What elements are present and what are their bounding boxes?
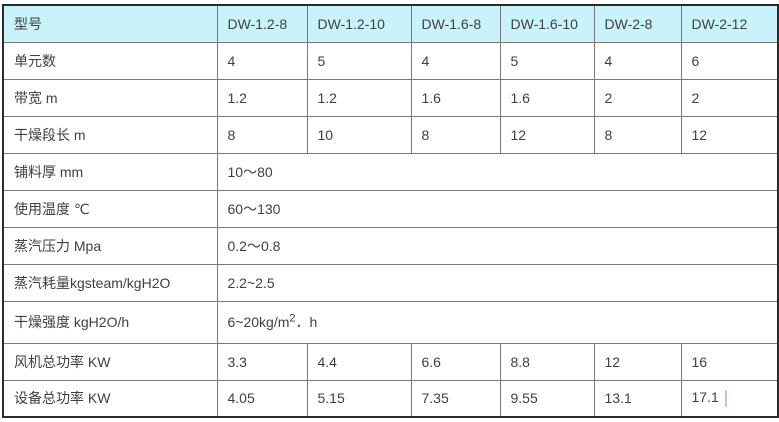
row-label: 铺料厚 mm (2, 152, 218, 191)
merged-value-cell: 10～80 (216, 152, 779, 191)
header-cell-model: DW-1.2-8 (216, 4, 308, 43)
superscript: 2 (289, 312, 296, 325)
row-label: 干燥段长 m (2, 115, 218, 154)
value-cell: 4.05 (216, 379, 308, 418)
value-cell: 8.8 (499, 342, 595, 381)
value-cell: 2 (680, 78, 779, 117)
table-row: 使用温度 ℃ 60～130 (2, 189, 779, 228)
table-row: 蒸汽压力 Mpa 0.2～0.8 (2, 226, 779, 265)
value-cell: 10 (306, 115, 412, 154)
table-row: 干燥强度 kgH2O/h 6~20kg/m2．h (2, 300, 779, 344)
value-cell: 5.15 (306, 379, 412, 418)
row-label: 蒸汽压力 Mpa (2, 226, 218, 265)
table-row: 蒸汽耗量kgsteam/kgH2O 2.2~2.5 (2, 263, 779, 302)
value-cell: 12 (680, 115, 779, 154)
row-label: 单元数 (2, 41, 218, 80)
value-cell: 13.1 (593, 379, 682, 418)
value-cell: 8 (593, 115, 682, 154)
value-cell: 6.6 (410, 342, 501, 381)
value-cell: 2 (593, 78, 682, 117)
header-cell-model-label: 型号 (2, 4, 218, 43)
table-row: 设备总功率 KW 4.05 5.15 7.35 9.55 13.1 17.1 (2, 379, 779, 418)
row-label: 设备总功率 KW (2, 379, 218, 418)
value-cell: 9.55 (499, 379, 595, 418)
merged-value-cell: 0.2～0.8 (216, 226, 779, 265)
header-row: 型号 DW-1.2-8 DW-1.2-10 DW-1.6-8 DW-1.6-10 DW-2… (2, 4, 779, 43)
merged-value-cell: 60～130 (216, 189, 779, 228)
value-cell: 4 (593, 41, 682, 80)
row-label: 干燥强度 kgH2O/h (2, 300, 218, 344)
value-cell: 12 (593, 342, 682, 381)
row-label: 蒸汽耗量kgsteam/kgH2O (2, 263, 218, 302)
value-cell: 12 (499, 115, 595, 154)
value-cell: 17.1 (680, 379, 779, 418)
spec-table: 型号 DW-1.2-8 DW-1.2-10 DW-1.6-8 DW-1.6-10 DW-2… (2, 4, 779, 418)
value-cell: 4.4 (306, 342, 412, 381)
value-cell: 5 (499, 41, 595, 80)
value-cell: 4 (216, 41, 308, 80)
value-cell: 8 (216, 115, 308, 154)
header-cell-model: DW-1.6-10 (499, 4, 595, 43)
row-label: 带宽 m (2, 78, 218, 117)
value-cell: 3.3 (216, 342, 308, 381)
value-cell: 4 (410, 41, 501, 80)
header-cell-model: DW-2-8 (593, 4, 682, 43)
value-cell: 16 (680, 342, 779, 381)
merged-value-cell: 6~20kg/m2．h (216, 300, 779, 344)
value-cell: 6 (680, 41, 779, 80)
value-cell: 1.2 (306, 78, 412, 117)
value-cell: 1.6 (410, 78, 501, 117)
header-cell-model: DW-1.2-10 (306, 4, 412, 43)
row-label: 使用温度 ℃ (2, 189, 218, 228)
table-header: 型号 DW-1.2-8 DW-1.2-10 DW-1.6-8 DW-1.6-10 DW-2… (2, 4, 779, 43)
merged-value-cell: 2.2~2.5 (216, 263, 779, 302)
value-cell: 8 (410, 115, 501, 154)
table-body: 单元数 4 5 4 5 4 6 带宽 m 1.2 1.2 1.6 1.6 2 2 干燥段长 m 8 10 8 12 8… (2, 41, 779, 418)
table-row: 干燥段长 m 8 10 8 12 8 12 (2, 115, 779, 154)
table-row: 风机总功率 KW 3.3 4.4 6.6 8.8 12 16 (2, 342, 779, 381)
value-cell: 1.2 (216, 78, 308, 117)
row-label: 风机总功率 KW (2, 342, 218, 381)
header-cell-model: DW-2-12 (680, 4, 779, 43)
value-cell: 5 (306, 41, 412, 80)
text-cursor (724, 390, 727, 408)
table-row: 单元数 4 5 4 5 4 6 (2, 41, 779, 80)
table-row: 铺料厚 mm 10～80 (2, 152, 779, 191)
value-cell: 1.6 (499, 78, 595, 117)
header-cell-model: DW-1.6-8 (410, 4, 501, 43)
table-row: 带宽 m 1.2 1.2 1.6 1.6 2 2 (2, 78, 779, 117)
value-cell: 7.35 (410, 379, 501, 418)
